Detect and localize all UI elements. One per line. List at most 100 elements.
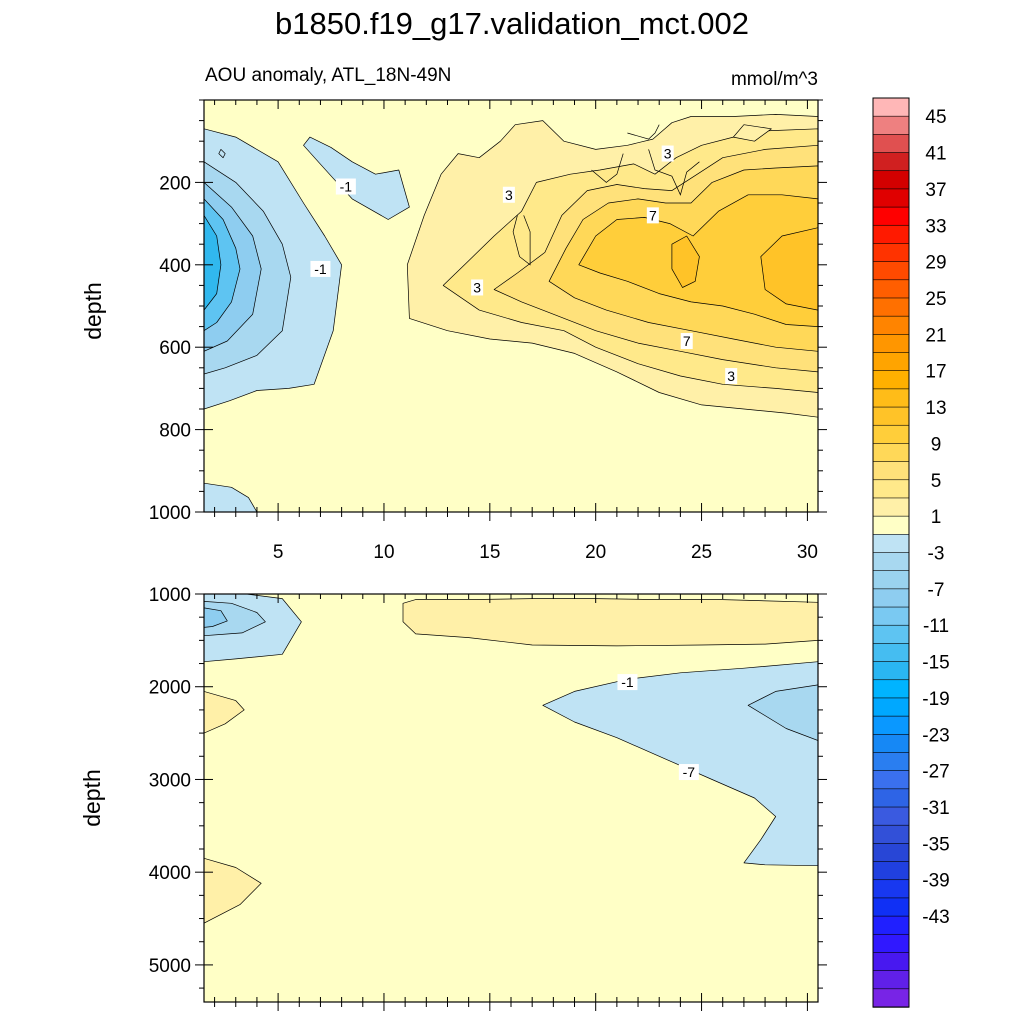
x-tick-label: 10 <box>373 542 394 563</box>
colorbar-swatch <box>872 115 910 136</box>
colorbar-swatch <box>872 933 910 954</box>
contour-line-3 <box>627 124 660 140</box>
colorbar-swatch <box>872 824 910 845</box>
contour-label: -7 <box>678 764 699 781</box>
colorbar-label: 29 <box>925 253 946 274</box>
colorbar-label: -3 <box>928 544 945 565</box>
y-tick-label: 1000 <box>149 503 191 524</box>
colorbar-swatch <box>872 897 910 917</box>
colorbar-swatch <box>872 443 910 463</box>
field-background <box>204 594 818 1002</box>
colorbar-label: -19 <box>922 689 949 710</box>
colorbar-swatch <box>872 334 910 354</box>
contour-label: 7 <box>646 207 659 224</box>
colorbar-swatch <box>872 679 910 699</box>
colorbar-swatch <box>872 879 910 899</box>
contour-region-15 <box>218 149 226 159</box>
contour-region-6 <box>542 661 818 867</box>
contour-region-5 <box>204 857 262 924</box>
y-tick-label: 2000 <box>149 678 191 699</box>
colorbar-swatch <box>872 206 910 226</box>
colorbar-label: 33 <box>925 216 946 237</box>
colorbar-swatch <box>872 643 910 663</box>
x-tick-label: 25 <box>691 542 712 563</box>
colorbar-label: -7 <box>928 580 945 601</box>
colorbar-label: 5 <box>931 471 942 492</box>
colorbar-swatch <box>872 370 910 390</box>
colorbar-label: -43 <box>922 907 949 928</box>
colorbar-swatch <box>872 770 910 790</box>
colorbar-swatch <box>872 134 910 154</box>
x-tick-label: 15 <box>479 542 500 563</box>
contour-line-0 <box>512 215 531 266</box>
subtitle-right: mmol/m^3 <box>731 69 818 90</box>
colorbar-swatch <box>872 279 910 299</box>
colorbar-swatch <box>872 479 910 499</box>
panel-bottom: -1 -7 1000 2000 3000 4000 5000 <box>149 585 827 1011</box>
svg-text:-1: -1 <box>314 261 327 277</box>
colorbar-swatch <box>872 297 910 317</box>
colorbar-label: -27 <box>922 762 949 783</box>
colorbar-swatch <box>872 315 910 336</box>
colorbar-label: 37 <box>925 180 946 201</box>
colorbar-label: -39 <box>922 871 949 892</box>
colorbar-swatch <box>872 552 910 572</box>
contour-label: 3 <box>661 145 674 162</box>
svg-text:-7: -7 <box>683 764 696 780</box>
y-tick-label: 3000 <box>149 770 191 791</box>
contour-region-1 <box>204 601 266 637</box>
contour-label: -1 <box>617 674 638 691</box>
svg-text:-1: -1 <box>340 179 353 195</box>
colorbar-label: 45 <box>925 107 946 128</box>
ylabel-top: depth <box>80 282 106 340</box>
svg-text:3: 3 <box>727 368 735 384</box>
y-tick-label: 1000 <box>149 585 191 606</box>
colorbar-swatch <box>872 152 910 172</box>
colorbar-swatch <box>872 261 910 281</box>
contour-line-2 <box>648 149 700 196</box>
colorbar-swatch <box>872 788 910 808</box>
colorbar-swatch <box>872 588 910 608</box>
colorbar-swatch <box>872 406 910 426</box>
colorbar-swatch <box>872 661 910 681</box>
colorbar-swatch <box>872 988 910 1008</box>
contour-region-4 <box>204 215 222 311</box>
contour-label: 3 <box>471 279 484 296</box>
colorbar-swatch <box>872 188 910 208</box>
colorbar-swatch <box>872 952 910 972</box>
colorbar-swatch <box>872 224 910 245</box>
colorbar-swatch <box>872 752 910 772</box>
colorbar-label: -35 <box>922 834 949 855</box>
y-tick-label: 5000 <box>149 956 191 977</box>
colorbar-swatch <box>872 733 910 754</box>
y-tick-label: 800 <box>159 421 191 442</box>
contour-region-12 <box>671 235 700 288</box>
x-tick-label: 5 <box>273 542 284 563</box>
svg-text:-1: -1 <box>621 674 634 690</box>
contour-region-5 <box>303 136 410 220</box>
subtitle-left: AOU anomaly, ATL_18N-49N <box>205 65 451 86</box>
colorbar-label: 25 <box>925 289 946 310</box>
colorbar: 45 41 37 33 29 25 21 17 13 9 5 1 -3 -7 -11 -15 -19 -23 -27… <box>872 97 950 1008</box>
colorbar-swatch <box>872 697 910 717</box>
colorbar-swatch <box>872 243 910 263</box>
colorbar-label: -31 <box>922 798 949 819</box>
colorbar-swatch <box>872 606 910 626</box>
colorbar-swatch <box>872 843 910 863</box>
y-tick-label: 4000 <box>149 863 191 884</box>
contour-region-6 <box>204 482 258 512</box>
contour-label: -1 <box>335 178 356 195</box>
colorbar-label: -15 <box>922 653 949 674</box>
svg-text:3: 3 <box>505 187 513 203</box>
colorbar-swatch <box>872 915 910 935</box>
colorbar-label: 1 <box>931 507 942 528</box>
x-tick-label: 30 <box>797 542 818 563</box>
colorbar-label: 21 <box>925 325 946 346</box>
svg-text:3: 3 <box>664 146 672 162</box>
colorbar-swatch <box>872 534 910 554</box>
svg-text:7: 7 <box>683 333 691 349</box>
colorbar-swatch <box>872 806 910 826</box>
y-tick-label: 200 <box>159 173 191 194</box>
panel-top: -1 -1 3 3 3 7 7 3 200 400 600 800 1000 5 10 15 20 25 30 <box>149 99 827 563</box>
